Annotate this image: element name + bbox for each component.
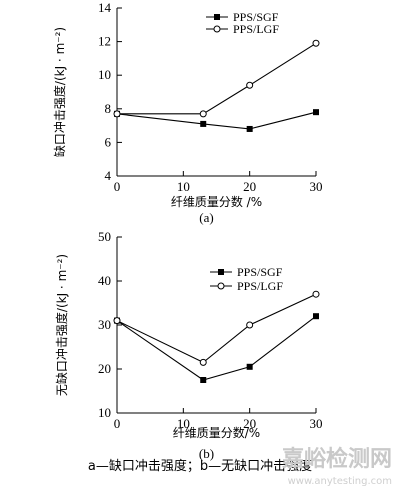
y-axis-label: 无缺口冲击强度/(kJ · m⁻²) <box>54 254 69 396</box>
data-point-circle <box>246 81 254 89</box>
y-tick-label: 10 <box>98 67 111 82</box>
data-point-square <box>246 363 253 370</box>
data-point-circle <box>246 321 254 329</box>
x-tick-label: 20 <box>243 416 256 431</box>
data-point-circle <box>312 39 320 47</box>
y-tick-label: 6 <box>105 134 112 149</box>
y-tick-label: 4 <box>105 168 112 183</box>
y-tick-label: 8 <box>105 101 112 116</box>
data-point-circle <box>113 317 121 325</box>
data-point-circle <box>312 290 320 298</box>
x-axis-label: 纤维质量分数/% <box>173 425 260 440</box>
chart-panel-a: 4 6 8 10 12 14 0 10 20 30 纤维质量分数 /% 缺口冲击强度/(kJ · m⁻… <box>52 0 323 225</box>
data-point-circle <box>113 110 121 118</box>
panel-label: (a) <box>199 210 213 225</box>
x-tick-label: 10 <box>177 179 190 194</box>
data-point-circle <box>199 358 207 366</box>
y-tick-label: 12 <box>98 34 111 49</box>
x-tick-label: 20 <box>243 179 256 194</box>
legend-marker-circle <box>217 282 225 290</box>
series-line-pps-sgf <box>116 111 317 130</box>
series-line-pps-lgf <box>117 42 317 115</box>
data-point-square <box>200 377 207 383</box>
y-tick-label: 10 <box>98 405 111 420</box>
y-tick-label: 40 <box>98 273 111 288</box>
y-tick-label: 50 <box>98 229 111 244</box>
series-line-pps-sgf <box>116 315 317 381</box>
legend-marker-circle <box>213 25 221 33</box>
data-point-square <box>200 120 207 127</box>
data-point-circle <box>199 110 207 118</box>
y-axis-label: 缺口冲击强度/(kJ · m⁻²) <box>52 27 67 157</box>
data-point-square <box>246 125 253 132</box>
legend-label: PPS/SGF <box>237 265 283 279</box>
legend-label: PPS/SGF <box>233 10 279 24</box>
watermark-url: www.anytesting.com <box>288 476 392 487</box>
x-tick-label: 30 <box>310 179 323 194</box>
x-tick-label: 30 <box>310 416 323 431</box>
y-tick-label: 14 <box>98 0 112 15</box>
data-point-square <box>313 313 319 320</box>
series-line-pps-lgf <box>116 293 317 364</box>
y-tick-label: 20 <box>98 361 111 376</box>
figure-caption: a—缺口冲击强度；b—无缺口冲击强度 <box>88 458 312 474</box>
watermark-text: 嘉峪检测网 <box>282 446 392 472</box>
legend-marker-square <box>214 14 220 20</box>
x-tick-label: 10 <box>177 416 190 431</box>
x-axis-label: 纤维质量分数 /% <box>171 194 262 209</box>
data-point-square <box>313 109 319 116</box>
legend-label: PPS/LGF <box>237 279 283 293</box>
y-tick-label: 30 <box>98 317 111 332</box>
x-tick-label: 0 <box>114 179 121 194</box>
panel-label: (b) <box>199 446 214 461</box>
x-tick-label: 0 <box>114 416 121 431</box>
legend-label: PPS/LGF <box>233 22 279 36</box>
legend-marker-square <box>218 269 224 275</box>
